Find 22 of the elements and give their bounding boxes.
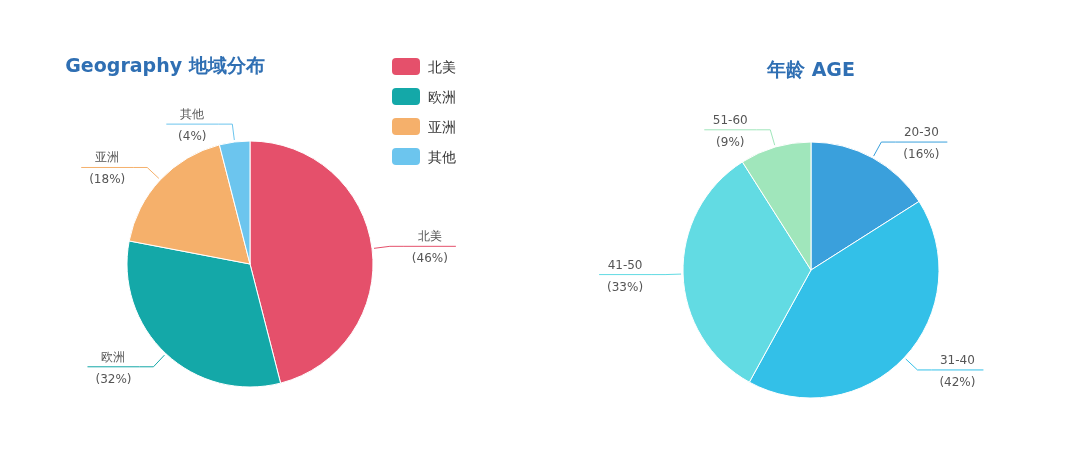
- data-label: (18%): [89, 172, 126, 187]
- chart-title: Geography 地域分布: [65, 54, 265, 76]
- slice-label: 亚洲: [95, 150, 120, 165]
- data-label: (9%): [716, 134, 745, 149]
- legend-label: 北美: [428, 59, 456, 75]
- chart-title: 年龄 AGE: [766, 58, 855, 80]
- data-label: (32%): [95, 371, 132, 386]
- legend-label: 其他: [428, 149, 456, 165]
- data-label: (42%): [939, 374, 976, 389]
- legend-label: 亚洲: [428, 119, 456, 135]
- slice-label: 31-40: [939, 352, 975, 367]
- slice-label: 欧洲: [101, 349, 126, 364]
- legend-label: 欧洲: [428, 89, 456, 105]
- slice-label: 20-30: [903, 125, 939, 140]
- data-label: (4%): [178, 129, 207, 144]
- slice-label: 41-50: [607, 257, 643, 272]
- data-label: (33%): [607, 279, 644, 294]
- slice-label: 51-60: [712, 112, 748, 127]
- slice-label: 其他: [180, 107, 205, 122]
- slice-label: 北美: [417, 229, 442, 244]
- data-label: (16%): [903, 147, 940, 162]
- data-label: (46%): [411, 251, 448, 266]
